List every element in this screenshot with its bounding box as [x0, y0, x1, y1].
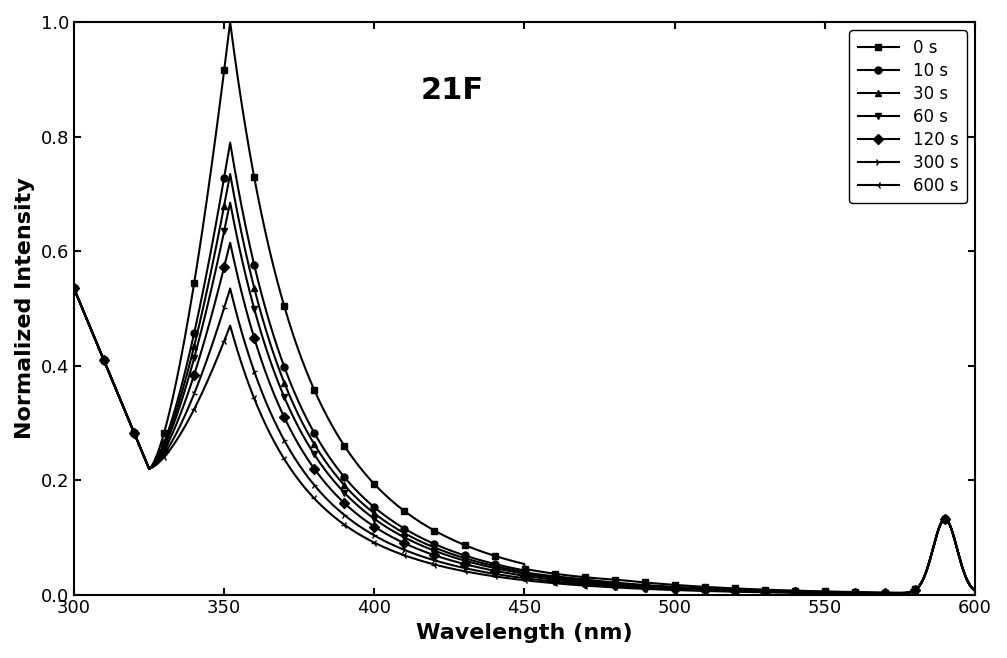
Line: 30 s: 30 s	[70, 170, 979, 597]
60 s	[67, 284, 80, 292]
10 s	[892, 589, 904, 597]
30 s	[67, 284, 80, 292]
10 s	[170, 399, 182, 407]
600 s	[67, 284, 80, 292]
10 s	[855, 589, 867, 597]
300 s	[890, 590, 902, 597]
10 s	[225, 140, 237, 148]
30 s	[225, 172, 237, 180]
120 s	[855, 589, 867, 597]
300 s	[854, 590, 866, 597]
600 s	[969, 587, 981, 595]
300 s	[452, 563, 464, 570]
30 s	[891, 590, 903, 597]
600 s	[414, 556, 426, 564]
0 s	[170, 376, 182, 384]
120 s	[170, 420, 182, 428]
30 s	[453, 553, 465, 561]
600 s	[225, 322, 237, 330]
0 s	[855, 588, 867, 596]
120 s	[67, 284, 80, 292]
600 s	[170, 436, 182, 444]
600 s	[890, 590, 902, 597]
10 s	[67, 284, 80, 292]
60 s	[414, 541, 426, 549]
300 s	[414, 551, 426, 559]
0 s	[225, 18, 237, 26]
30 s	[952, 548, 964, 556]
30 s	[170, 406, 182, 414]
0 s	[67, 284, 80, 292]
30 s	[855, 589, 867, 597]
120 s	[414, 546, 426, 554]
30 s	[225, 170, 237, 178]
600 s	[952, 547, 964, 555]
10 s	[952, 548, 964, 556]
120 s	[969, 587, 981, 595]
0 s	[453, 539, 465, 547]
Text: 21F: 21F	[421, 76, 484, 105]
600 s	[854, 590, 866, 597]
10 s	[969, 586, 981, 594]
10 s	[414, 533, 426, 541]
Line: 60 s: 60 s	[70, 199, 979, 597]
X-axis label: Wavelength (nm): Wavelength (nm)	[416, 623, 632, 643]
60 s	[170, 412, 182, 420]
0 s	[225, 21, 237, 29]
Line: 600 s: 600 s	[70, 285, 979, 597]
Line: 120 s: 120 s	[70, 240, 979, 597]
120 s	[891, 590, 903, 597]
60 s	[891, 590, 903, 597]
120 s	[453, 559, 465, 567]
60 s	[225, 200, 237, 208]
300 s	[952, 547, 964, 555]
30 s	[969, 586, 981, 594]
60 s	[969, 587, 981, 595]
120 s	[952, 548, 964, 556]
600 s	[452, 566, 464, 574]
120 s	[225, 239, 237, 247]
30 s	[414, 537, 426, 545]
300 s	[969, 587, 981, 595]
10 s	[225, 139, 237, 147]
Line: 10 s: 10 s	[70, 139, 979, 597]
0 s	[969, 586, 981, 594]
300 s	[225, 284, 237, 292]
0 s	[414, 518, 426, 526]
60 s	[225, 199, 237, 207]
60 s	[952, 548, 964, 556]
Legend: 0 s, 10 s, 30 s, 60 s, 120 s, 300 s, 600 s: 0 s, 10 s, 30 s, 60 s, 120 s, 300 s, 600…	[849, 30, 967, 203]
120 s	[225, 240, 237, 248]
Line: 0 s: 0 s	[70, 19, 979, 596]
300 s	[170, 429, 182, 437]
10 s	[453, 549, 465, 557]
60 s	[453, 555, 465, 563]
300 s	[67, 284, 80, 292]
Y-axis label: Normalized Intensity: Normalized Intensity	[15, 178, 35, 439]
Line: 300 s: 300 s	[70, 285, 979, 597]
60 s	[855, 589, 867, 597]
0 s	[892, 589, 904, 597]
0 s	[952, 547, 964, 555]
